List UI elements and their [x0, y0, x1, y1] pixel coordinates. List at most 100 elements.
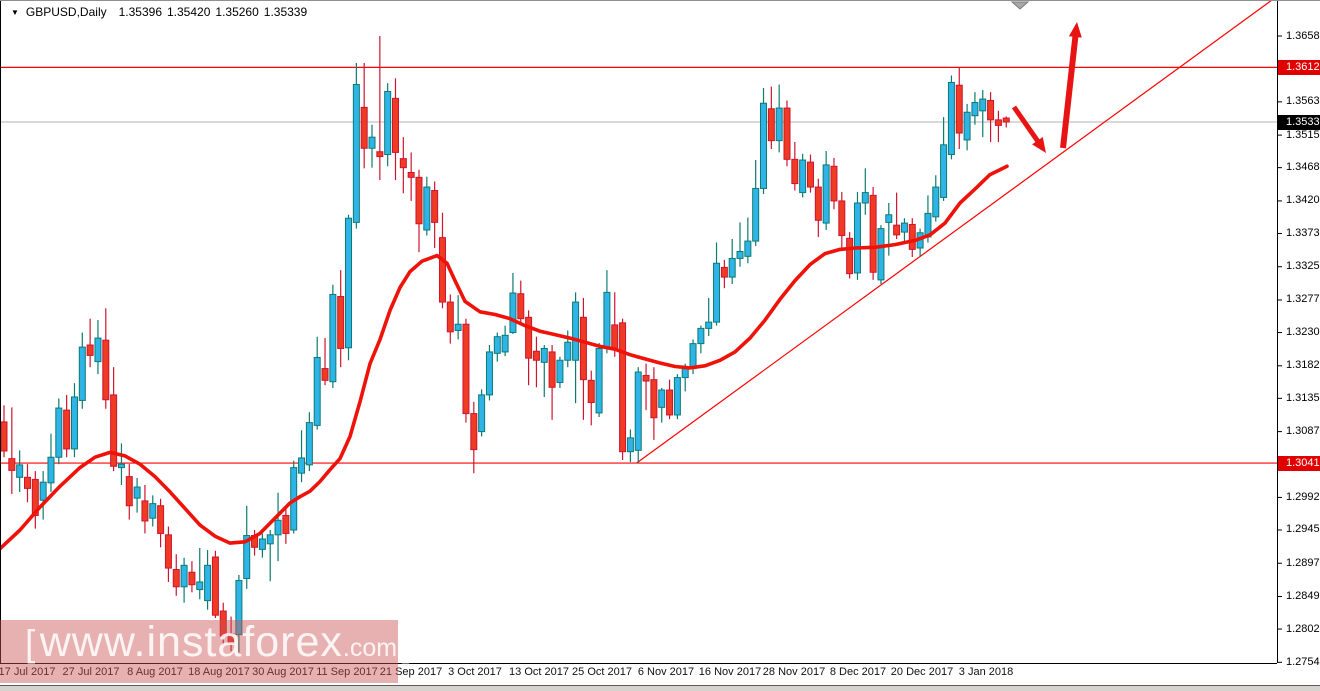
candle-body — [164, 534, 172, 569]
chart-shift-marker-icon — [1010, 1, 1030, 10]
price-tick-label: 1.32770 — [1286, 293, 1320, 306]
candle-body — [760, 102, 768, 189]
candle-body — [172, 568, 180, 588]
candle-body — [78, 346, 86, 401]
candle-body — [313, 356, 321, 426]
candle-body — [321, 368, 329, 381]
candle-body — [783, 107, 791, 160]
candle-body — [846, 237, 854, 275]
projection-arrow-shaft-1 — [1060, 29, 1080, 149]
candle-body — [70, 396, 78, 450]
candle-body — [102, 339, 110, 401]
price-tick-label: 1.33250 — [1286, 260, 1320, 273]
price-tick-label: 1.31350 — [1286, 391, 1320, 404]
candle-body — [133, 486, 141, 499]
price-tick-label: 1.28970 — [1286, 556, 1320, 569]
symbol-dropdown-icon[interactable]: ▼ — [11, 8, 19, 17]
candle-body — [149, 503, 157, 519]
date-tick-label: 17 Jul 2017 — [0, 666, 56, 678]
candle-body — [861, 192, 869, 204]
candle-body — [462, 323, 470, 415]
price-tick-label: 1.30870 — [1286, 425, 1320, 438]
candle-body — [799, 159, 807, 194]
candle-body — [470, 413, 478, 451]
candle-body — [548, 351, 556, 388]
candle-body — [141, 500, 149, 522]
candle-body — [1002, 117, 1010, 123]
date-tick-label: 28 Nov 2017 — [762, 666, 826, 678]
candle-body — [282, 514, 290, 534]
candle-body — [728, 257, 736, 278]
candle-body — [493, 336, 501, 354]
candle-body — [689, 343, 697, 370]
candle-body — [94, 337, 102, 363]
candle-body — [736, 250, 744, 259]
candle-body — [454, 323, 462, 331]
trendline — [636, 0, 1273, 464]
quote-close: 1.35339 — [263, 5, 308, 19]
candle-body — [47, 456, 55, 484]
candle-body — [806, 161, 814, 188]
candle-body — [900, 222, 908, 233]
candle-body — [243, 535, 251, 579]
price-tick-label: 1.33730 — [1286, 226, 1320, 239]
price-tick-label: 1.35150 — [1286, 128, 1320, 141]
candle-body — [666, 389, 674, 416]
candle-body — [650, 379, 658, 419]
candle-body — [16, 464, 24, 478]
chart-title-bar: ▼ GBPUSD,Daily 1.35396 1.35420 1.35260 1.3533… — [11, 5, 312, 19]
candle-body — [501, 334, 509, 353]
date-tick-label: 30 Aug 2017 — [252, 666, 314, 678]
candle-body — [744, 240, 752, 257]
candle-body — [642, 374, 650, 382]
candle-body — [329, 293, 337, 383]
candle-body — [407, 172, 415, 178]
date-tick-label: 11 Sep 2017 — [316, 666, 378, 678]
window-top-edge — [0, 0, 1320, 1]
quote-high: 1.35420 — [167, 5, 211, 19]
candle-body — [63, 409, 71, 450]
candle-body — [940, 144, 948, 198]
price-tick-label: 1.28490 — [1286, 589, 1320, 602]
candle-body — [431, 190, 439, 223]
price-tick-label: 1.28020 — [1286, 622, 1320, 635]
candle-body — [188, 571, 196, 586]
candle-body — [752, 187, 760, 242]
date-tick-label: 16 Nov 2017 — [698, 666, 762, 678]
moving-average-line — [0, 164, 1009, 551]
candle-body — [713, 262, 721, 323]
date-tick-label: 3 Oct 2017 — [448, 666, 502, 678]
date-tick-label: 27 Jul 2017 — [62, 666, 120, 678]
candle-body — [947, 81, 955, 155]
candle-body — [157, 505, 165, 534]
candle-body — [219, 610, 227, 637]
candle-body — [877, 228, 885, 281]
date-tick-label: 21 Sep 2017 — [379, 666, 443, 678]
candle-body — [274, 519, 282, 536]
candle-body — [23, 476, 31, 489]
chart-symbol-period: GBPUSD,Daily — [25, 5, 107, 19]
price-tick-label: 1.27540 — [1286, 655, 1320, 668]
candle-body — [525, 316, 533, 359]
candle-body — [838, 200, 846, 237]
price-tick-label: 1.35630 — [1286, 95, 1320, 108]
projection-arrow-head-0 — [1032, 136, 1046, 153]
date-tick-label: 3 Jan 2018 — [958, 666, 1014, 678]
projection-arrow-head-1 — [1068, 22, 1082, 38]
candle-body — [971, 102, 979, 117]
price-tick-label: 1.36580 — [1286, 29, 1320, 42]
projection-arrow-shaft-0 — [1011, 105, 1044, 148]
candle-body — [540, 347, 548, 363]
candle-body — [384, 90, 392, 155]
candle-body — [963, 111, 971, 141]
candle-body — [110, 394, 118, 467]
candle-body — [415, 176, 423, 225]
candle-body — [595, 347, 603, 414]
candle-body — [791, 158, 799, 185]
candle-body — [509, 292, 517, 334]
candle-body — [345, 217, 353, 349]
candle-body — [258, 538, 266, 550]
candle-body — [376, 151, 384, 158]
